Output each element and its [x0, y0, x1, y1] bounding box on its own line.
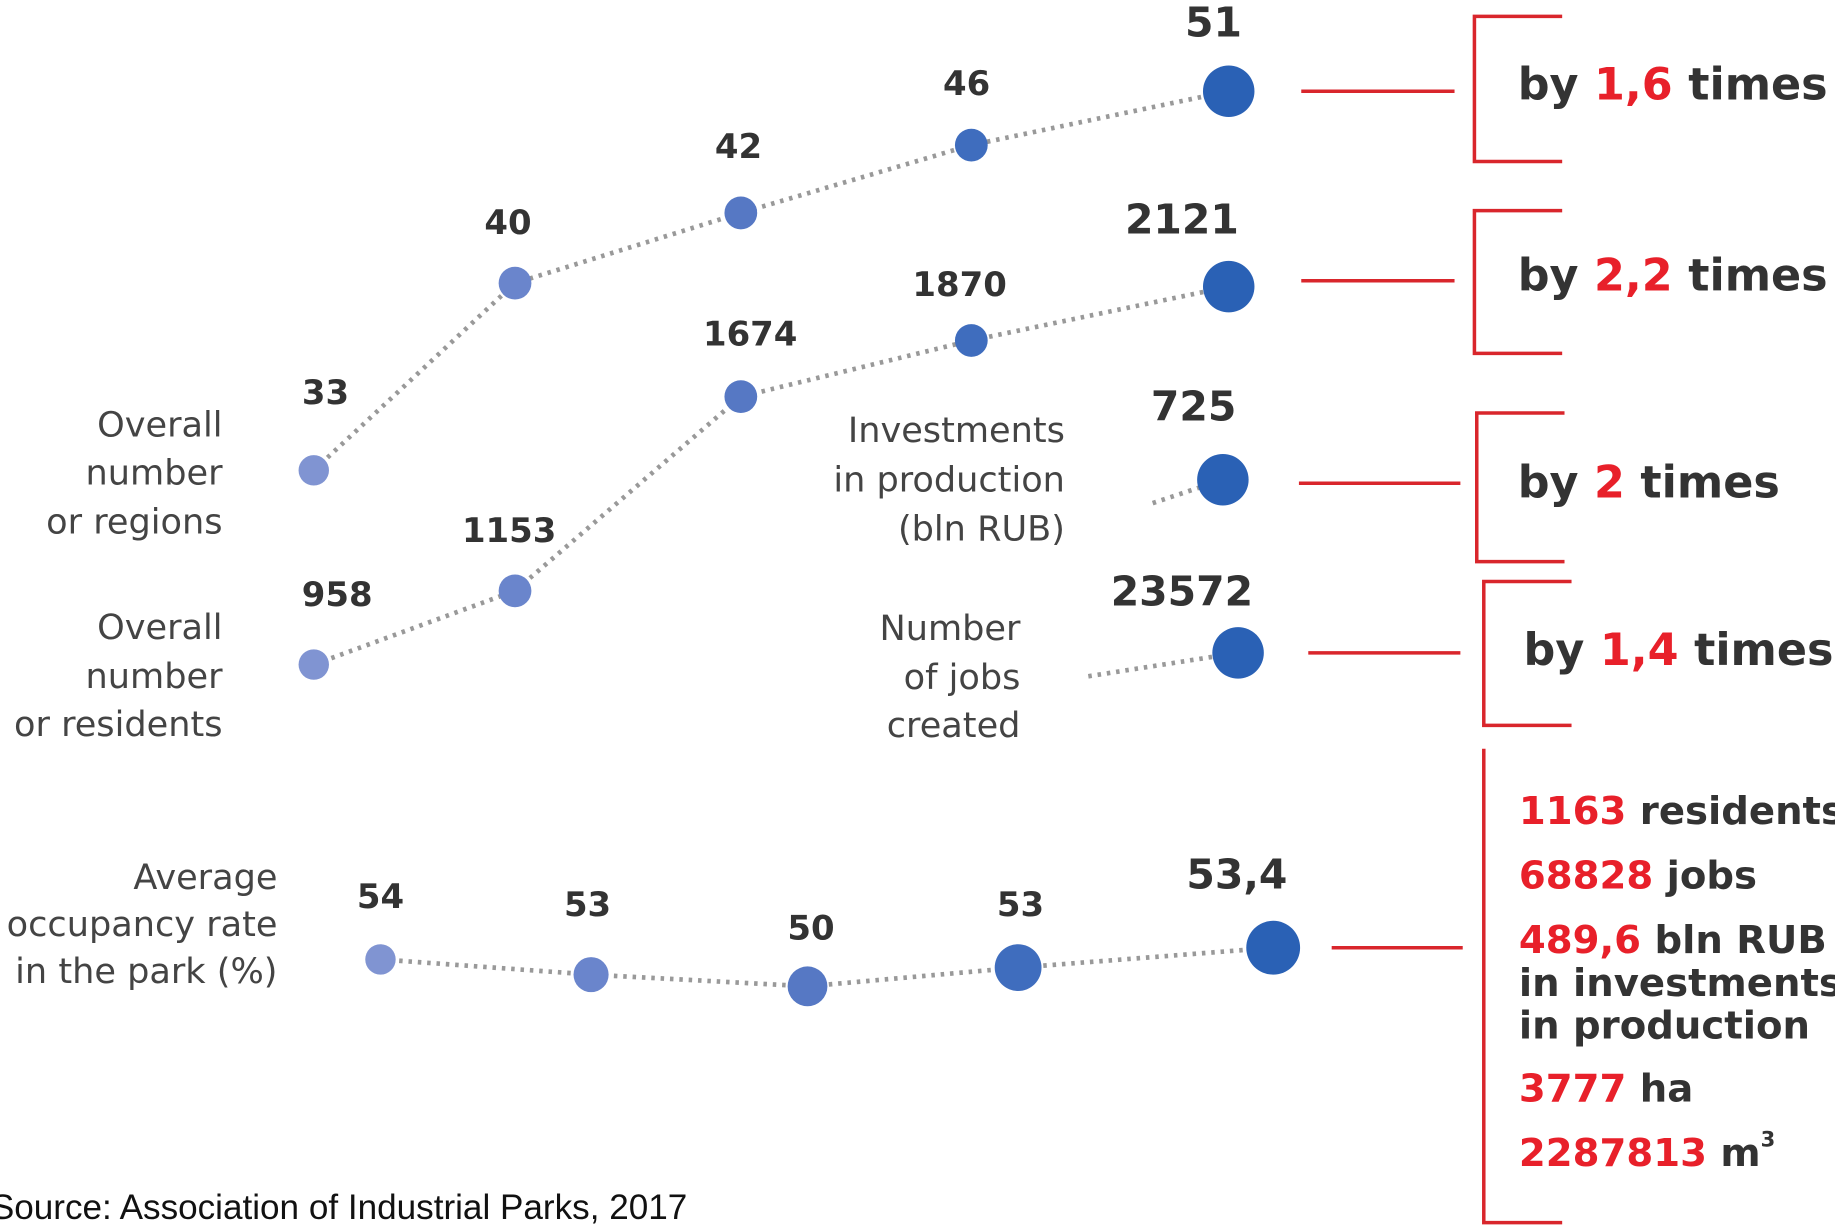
value-label: 42 — [715, 128, 762, 167]
growth-suffix: times — [1673, 250, 1828, 301]
dot — [1202, 65, 1255, 118]
dot — [298, 455, 329, 486]
row-label: Investments — [848, 410, 1065, 451]
dot — [724, 196, 758, 230]
total-number: 68828 — [1519, 853, 1653, 898]
value-label: 54 — [357, 878, 404, 917]
dot — [498, 574, 532, 608]
total-sup: 3 — [1761, 1127, 1776, 1152]
value-label: 53,4 — [1186, 851, 1287, 899]
total-text: bln RUB — [1654, 917, 1826, 962]
total: in production — [1519, 1003, 1810, 1048]
dotted-line — [1087, 650, 1239, 679]
dotted-line — [312, 284, 1230, 667]
growth: by 1,4 times — [1524, 625, 1834, 676]
growth-prefix: by — [1518, 458, 1594, 509]
dot — [954, 128, 988, 162]
total-text: jobs — [1665, 853, 1757, 898]
growth-suffix: times — [1679, 625, 1834, 676]
row-label: of jobs — [904, 657, 1021, 698]
total-text: in investments — [1519, 961, 1835, 1006]
bracket — [1475, 411, 1565, 564]
dotted-line — [380, 945, 1274, 989]
row-label: Number — [879, 608, 1021, 649]
total-text: ha — [1640, 1066, 1694, 1111]
value-label: 50 — [787, 910, 834, 949]
row-label: or residents — [14, 704, 223, 745]
growth: by 1,6 times — [1518, 60, 1828, 111]
value-label: 725 — [1151, 383, 1236, 431]
row-label: created — [887, 705, 1021, 746]
dot — [1202, 260, 1255, 313]
total-text: m — [1720, 1130, 1760, 1175]
row-label: occupancy rate — [7, 904, 278, 945]
value-label: 46 — [943, 65, 990, 104]
total-number: 489,6 — [1519, 917, 1641, 962]
dot — [573, 957, 609, 993]
row-label: (bln RUB) — [898, 509, 1065, 550]
dot — [1246, 920, 1301, 975]
value-label: 40 — [484, 204, 531, 243]
total: 2287813 m3 — [1519, 1127, 1775, 1176]
row-label: or regions — [46, 502, 222, 543]
dot — [954, 324, 988, 357]
growth-suffix: times — [1673, 60, 1828, 111]
value-label: 1870 — [912, 266, 1006, 305]
bracket — [1472, 14, 1563, 164]
row-label: Overall — [97, 607, 222, 648]
bracket — [1472, 208, 1563, 356]
bracket — [1482, 748, 1563, 1225]
row-label: in production — [833, 459, 1065, 500]
row-label: number — [86, 452, 224, 493]
growth-factor: 1,4 — [1600, 625, 1679, 676]
row-label: Overall — [97, 404, 222, 445]
growth: by 2,2 times — [1518, 250, 1828, 301]
dot — [724, 380, 758, 414]
row-label: Average — [133, 857, 277, 898]
growth-prefix: by — [1518, 60, 1594, 111]
dot — [298, 649, 329, 680]
growth-factor: 1,6 — [1594, 60, 1673, 111]
value-label: 51 — [1185, 0, 1242, 47]
growth-prefix: by — [1524, 625, 1600, 676]
dot — [787, 966, 828, 1007]
total-number: 1163 — [1519, 789, 1626, 834]
total: 68828 jobs — [1519, 853, 1757, 898]
dot — [1212, 627, 1264, 679]
growth: by 2 times — [1518, 458, 1780, 509]
growth-factor: 2 — [1594, 458, 1625, 509]
value-label: 53 — [564, 886, 611, 925]
value-label: 1674 — [703, 315, 797, 354]
value-label: 23572 — [1111, 567, 1253, 615]
growth-prefix: by — [1518, 250, 1594, 301]
row-label: in the park (%) — [15, 951, 277, 992]
total-number: 3777 — [1519, 1066, 1626, 1111]
total-number: 2287813 — [1519, 1130, 1707, 1175]
dot — [994, 944, 1042, 991]
total-text: in production — [1519, 1003, 1810, 1048]
dot — [498, 266, 532, 300]
source: Source: Association of Industrial Parks,… — [0, 1188, 687, 1225]
total: 3777 ha — [1519, 1066, 1693, 1111]
total-text: residents — [1640, 789, 1835, 834]
total: 489,6 bln RUB — [1519, 917, 1827, 962]
dotted-line — [1151, 477, 1224, 506]
dot — [1197, 453, 1249, 506]
total: 1163 residents — [1519, 789, 1835, 834]
value-label: 958 — [302, 576, 373, 615]
value-label: 33 — [302, 374, 349, 413]
growth-factor: 2,2 — [1594, 250, 1673, 301]
value-label: 2121 — [1125, 195, 1239, 243]
total: in investments — [1519, 961, 1835, 1006]
growth-suffix: times — [1625, 458, 1780, 509]
dot — [365, 944, 396, 975]
bracket — [1482, 579, 1572, 728]
row-label: number — [86, 656, 224, 697]
dotted-line — [312, 88, 1230, 473]
value-label: 53 — [997, 886, 1044, 925]
value-label: 1153 — [462, 512, 556, 551]
